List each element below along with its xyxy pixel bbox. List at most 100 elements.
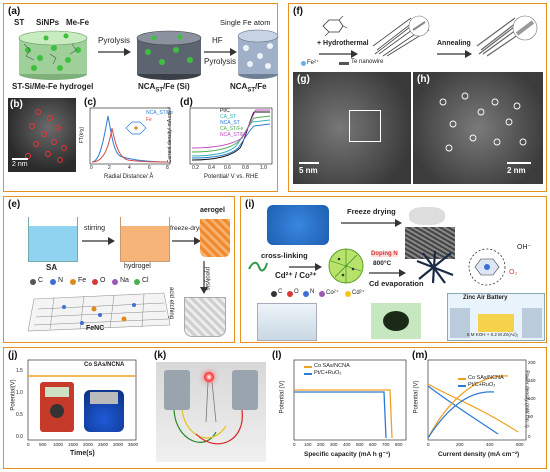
arrow-right-icon [204, 48, 237, 56]
tick-label: 50 [528, 414, 534, 419]
legend-item: NCA_ST [220, 120, 240, 126]
freeze-drying-label: freeze-drying [170, 225, 208, 232]
legend-item: Pt/C+RuO₂ [468, 382, 496, 388]
te-nanowire-swatch [339, 62, 349, 65]
temperature-label: 800°C [373, 260, 392, 267]
tick-label: 0.4 [208, 165, 215, 171]
legend-item: CA_ST [220, 114, 237, 120]
panel-l-label: (l) [272, 350, 282, 361]
arrow-right-icon [82, 237, 115, 245]
fe-ion-label: Fe²⁺ [307, 60, 320, 66]
discharge-chart [293, 359, 407, 441]
polarization-chart [427, 359, 527, 441]
panel-e-label: (e) [8, 199, 21, 210]
arrow-right-icon [341, 219, 402, 227]
legend-swatch [458, 385, 466, 387]
tick-label: 500 [39, 442, 47, 447]
legend-item: Co²⁺ [326, 290, 339, 296]
fenc-label: FeNC [86, 325, 105, 332]
hf-pyrolysis-label: Pyrolysis [204, 57, 237, 66]
panel-i: (i) Freeze drying cross-linking Cd²⁺ / C… [240, 196, 547, 343]
scale-label-b: 2 nm [12, 161, 28, 168]
tick-label: 400 [343, 442, 351, 447]
tick-label: 500 [356, 442, 364, 447]
tick-label: 1.0 [16, 390, 23, 396]
legend-item: Co SAs/NCNA [84, 362, 125, 368]
legend-item: NCA_ST/Fe [146, 110, 173, 116]
carbon-nanofiber-bundle [476, 15, 538, 57]
nanowire-bundle [372, 15, 430, 57]
exafs-chart [89, 107, 171, 165]
nca-si-cylinder [136, 30, 202, 80]
aerogel-disc-photo [371, 303, 421, 339]
aerogel-product [184, 297, 226, 337]
hydrothermal-label: + Hydrothermal [317, 40, 369, 47]
legend-dot [319, 291, 325, 297]
glucose-molecule [322, 15, 348, 37]
aerogel-block [200, 219, 230, 257]
tick-label: 2000 [83, 442, 94, 447]
electrolyte-label: 6 M KOH + 0.2 M Zn(Ac)₂ [467, 332, 519, 337]
zoom-box [349, 110, 381, 142]
legend-dot [303, 291, 309, 297]
tick-label: 600 [516, 442, 524, 447]
legend-item: Na [120, 277, 129, 284]
arrow-right-icon [172, 237, 201, 245]
tick-label: 200 [456, 442, 464, 447]
tick-label: 0.5 [16, 412, 23, 418]
co-site-zoom [468, 248, 506, 286]
annealing-label: Annealing [437, 40, 471, 47]
x-axis-label: Potential/ V vs. RHE [204, 174, 259, 180]
sa-beaker [28, 217, 78, 262]
hydrogel-beaker [120, 217, 170, 262]
arrow-down-icon [200, 261, 208, 294]
scale-bar [12, 158, 28, 160]
tick-label: 700 [382, 442, 390, 447]
panel-d-label: (d) [180, 97, 193, 108]
legend-item: C [278, 289, 283, 295]
atom-legend: C N Fe O Na Cl [30, 277, 150, 287]
fe-atom-markers [439, 92, 527, 152]
tick-label: 2 [108, 165, 111, 171]
single-fe-label: Single Fe atom [220, 18, 271, 27]
fe-atom-markers [25, 109, 67, 163]
arrow-right-icon [437, 50, 472, 58]
legend-dot [112, 279, 118, 285]
x-axis-label: Current density (mA cm⁻²) [438, 451, 520, 458]
hydrogel-hand-photo [267, 205, 329, 245]
nca-fe-caption: NCAST/Fe [230, 82, 267, 94]
freeze-drying-label: Freeze drying [347, 207, 396, 216]
haadf-image-g [293, 72, 411, 184]
panel-f-to-h: (f) + Hydrothermal Fe²⁺ Te nanowire Anne… [288, 3, 547, 192]
panel-a-label: (a) [8, 6, 21, 17]
legend-item: Fe [78, 277, 87, 284]
tick-label: 150 [528, 378, 536, 383]
tick-label: 0 [90, 165, 93, 171]
tick-label: 0 [293, 442, 296, 447]
carbon-network [416, 250, 454, 284]
tick-label: 4 [128, 165, 131, 171]
tick-label: 1000 [53, 442, 64, 447]
legend-item: O [100, 277, 106, 284]
tick-label: 200 [317, 442, 325, 447]
legend-dot [287, 291, 293, 297]
tick-label: 0 [528, 434, 531, 439]
atom-legend: C O N Co²⁺ Cd²⁺ [271, 289, 381, 299]
tick-label: 100 [528, 396, 536, 401]
tick-label: 3000 [113, 442, 124, 447]
panel-j-to-m: (j) Co SAs/NCNA Potential(V) 1.5 1.0 0.5… [3, 347, 547, 469]
y-axis-label: Current density/ mA cm⁻² [167, 106, 174, 164]
st-label: ST [14, 18, 25, 27]
legend-item: NCA_ST/Fe [220, 132, 247, 138]
multimeter-photo [40, 382, 74, 432]
tick-label: 6 [148, 165, 151, 171]
legend-dot [345, 291, 351, 297]
tick-label: 400 [486, 442, 494, 447]
arrow-right-icon [369, 269, 406, 277]
oh-label: OH⁻ [517, 244, 532, 251]
tick-label: 0 [427, 442, 430, 447]
panel-f-label: (f) [293, 6, 303, 17]
tick-label: 0.6 [224, 165, 231, 171]
hf-label: HF [212, 36, 223, 45]
legend-item: Cd²⁺ [352, 290, 365, 296]
